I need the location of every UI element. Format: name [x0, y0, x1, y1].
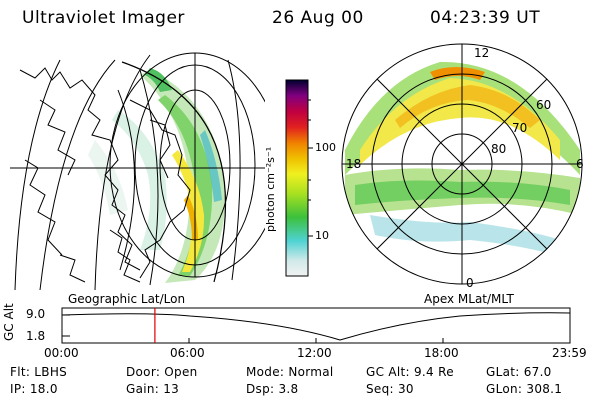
- colorbar-tick-10: 10: [315, 229, 329, 242]
- polar-grid: [341, 43, 583, 285]
- mlat-label-80: 80: [491, 142, 507, 156]
- colorbar-tick-100: 100: [315, 141, 336, 154]
- mlt-label-6: 6: [576, 157, 584, 171]
- timeline-xtick-0000: 00:00: [44, 346, 79, 360]
- colorbar: [285, 79, 313, 277]
- mlt-label-12: 12: [474, 46, 490, 60]
- timeline-xtick-0600: 06:00: [170, 346, 205, 360]
- polar-panel-label: Apex MLat/MLT: [424, 292, 514, 306]
- info-dsp: Dsp: 3.8: [246, 382, 299, 396]
- info-seq: Seq: 30: [366, 382, 414, 396]
- mlat-label-60: 60: [536, 98, 552, 112]
- timeline-xtick-2359: 23:59: [552, 346, 587, 360]
- info-mode: Mode: Normal: [246, 365, 334, 379]
- geographic-map: [10, 52, 265, 290]
- info-gc-alt: GC Alt: 9.4 Re: [366, 365, 454, 379]
- timeline-y-label: GC Alt: [2, 303, 16, 341]
- timeline-xtick-1800: 18:00: [424, 346, 459, 360]
- timeline-altitude-curve: [61, 312, 571, 341]
- mlt-label-0: 0: [466, 276, 474, 290]
- info-ip: IP: 18.0: [10, 382, 58, 396]
- polar-map: [341, 43, 583, 285]
- timeline-ytick-1: 1.8: [26, 329, 46, 343]
- mlat-label-70: 70: [512, 121, 528, 135]
- info-gain: Gain: 13: [126, 382, 180, 396]
- header-time: 04:23:39 UT: [430, 8, 541, 28]
- timeline-ticks: [61, 338, 571, 343]
- info-glat: GLat: 67.0: [486, 365, 552, 379]
- info-door: Door: Open: [126, 365, 198, 379]
- colorbar-unit-label: photon cm⁻²s⁻¹: [264, 146, 277, 232]
- geo-aurora-emission: [88, 68, 226, 283]
- timeline-xtick-1200: 12:00: [297, 346, 332, 360]
- mlt-label-18: 18: [346, 157, 362, 171]
- info-filter: Flt: LBHS: [10, 365, 68, 379]
- geo-grid: [10, 52, 265, 290]
- timeline-ytick-9: 9.0: [26, 307, 46, 321]
- timeline-plot: [61, 307, 571, 344]
- header-date: 26 Aug 00: [272, 8, 364, 28]
- geo-terminator: [121, 61, 226, 283]
- instrument-title: Ultraviolet Imager: [22, 8, 185, 28]
- geographic-panel-label: Geographic Lat/Lon: [68, 292, 186, 306]
- geo-coastlines: [19, 67, 191, 283]
- info-glon: GLon: 308.1: [486, 382, 563, 396]
